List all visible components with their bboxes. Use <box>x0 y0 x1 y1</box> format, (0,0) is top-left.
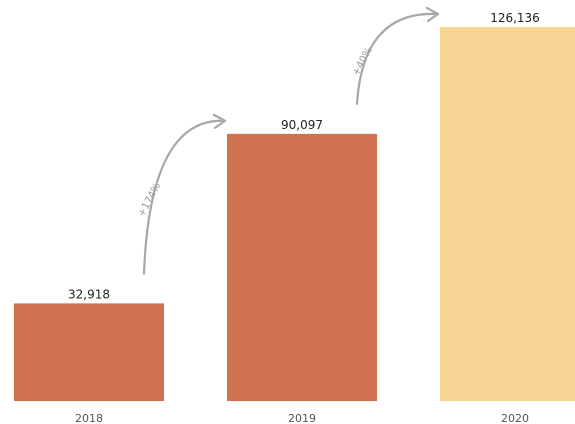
bars-layer <box>14 27 575 401</box>
category-label-2018: 2018 <box>75 412 103 424</box>
bar-2018 <box>14 303 164 401</box>
bar-2019 <box>227 134 377 401</box>
growth-label-2: +40% <box>351 46 375 78</box>
value-label-2019: 90,097 <box>281 118 323 132</box>
bar-2020 <box>440 27 575 401</box>
category-label-2019: 2019 <box>288 412 316 424</box>
category-label-2020: 2020 <box>501 412 529 424</box>
value-label-2018: 32,918 <box>68 287 110 301</box>
value-label-2020: 126,136 <box>490 11 540 25</box>
